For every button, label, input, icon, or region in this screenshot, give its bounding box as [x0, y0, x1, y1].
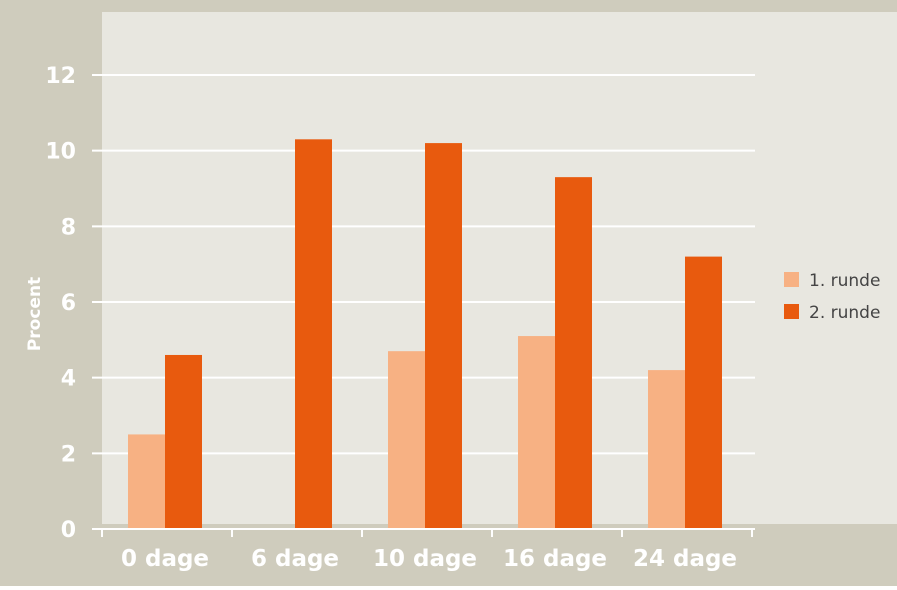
x-tick-label: 0 dage: [121, 546, 209, 572]
x-tick-label: 6 dage: [251, 546, 339, 572]
y-tick-label: 10: [45, 140, 76, 165]
bar-2-runde-4: [685, 256, 722, 529]
y-tick-label: 8: [61, 215, 76, 240]
bar-1-runde-3: [518, 336, 555, 529]
legend-label: 2. runde: [809, 303, 880, 323]
bar-2-runde-3: [555, 177, 592, 529]
y-tick-label: 12: [45, 64, 76, 89]
x-tick-label: 16 dage: [503, 546, 607, 572]
bar-1-runde-4: [648, 370, 685, 529]
y-axis-label: Procent: [25, 277, 45, 351]
y-tick-label: 6: [61, 291, 76, 316]
legend-swatch: [784, 272, 799, 287]
bars: [128, 139, 722, 530]
plot-area: [102, 12, 897, 524]
legend-swatch: [784, 304, 799, 319]
bar-1-runde-2: [388, 351, 425, 529]
bar-2-runde-2: [425, 143, 462, 529]
legend-label: 1. runde: [809, 271, 880, 291]
y-tick-label: 0: [61, 518, 76, 543]
bar-1-runde-0: [128, 434, 165, 529]
legend: 1. runde 2. runde: [784, 271, 880, 323]
y-tick-label: 4: [61, 367, 76, 392]
x-axis: 0 dage 6 dage 10 dage 16 dage 24 dage: [92, 528, 755, 572]
x-tick-label: 10 dage: [373, 546, 477, 572]
x-tick-label: 24 dage: [633, 546, 737, 572]
y-tick-label: 2: [61, 442, 76, 467]
bar-2-runde-1: [295, 139, 332, 530]
bar-2-runde-0: [165, 354, 202, 529]
y-tick-labels: 0 2 4 6 8 10 12: [45, 64, 76, 543]
